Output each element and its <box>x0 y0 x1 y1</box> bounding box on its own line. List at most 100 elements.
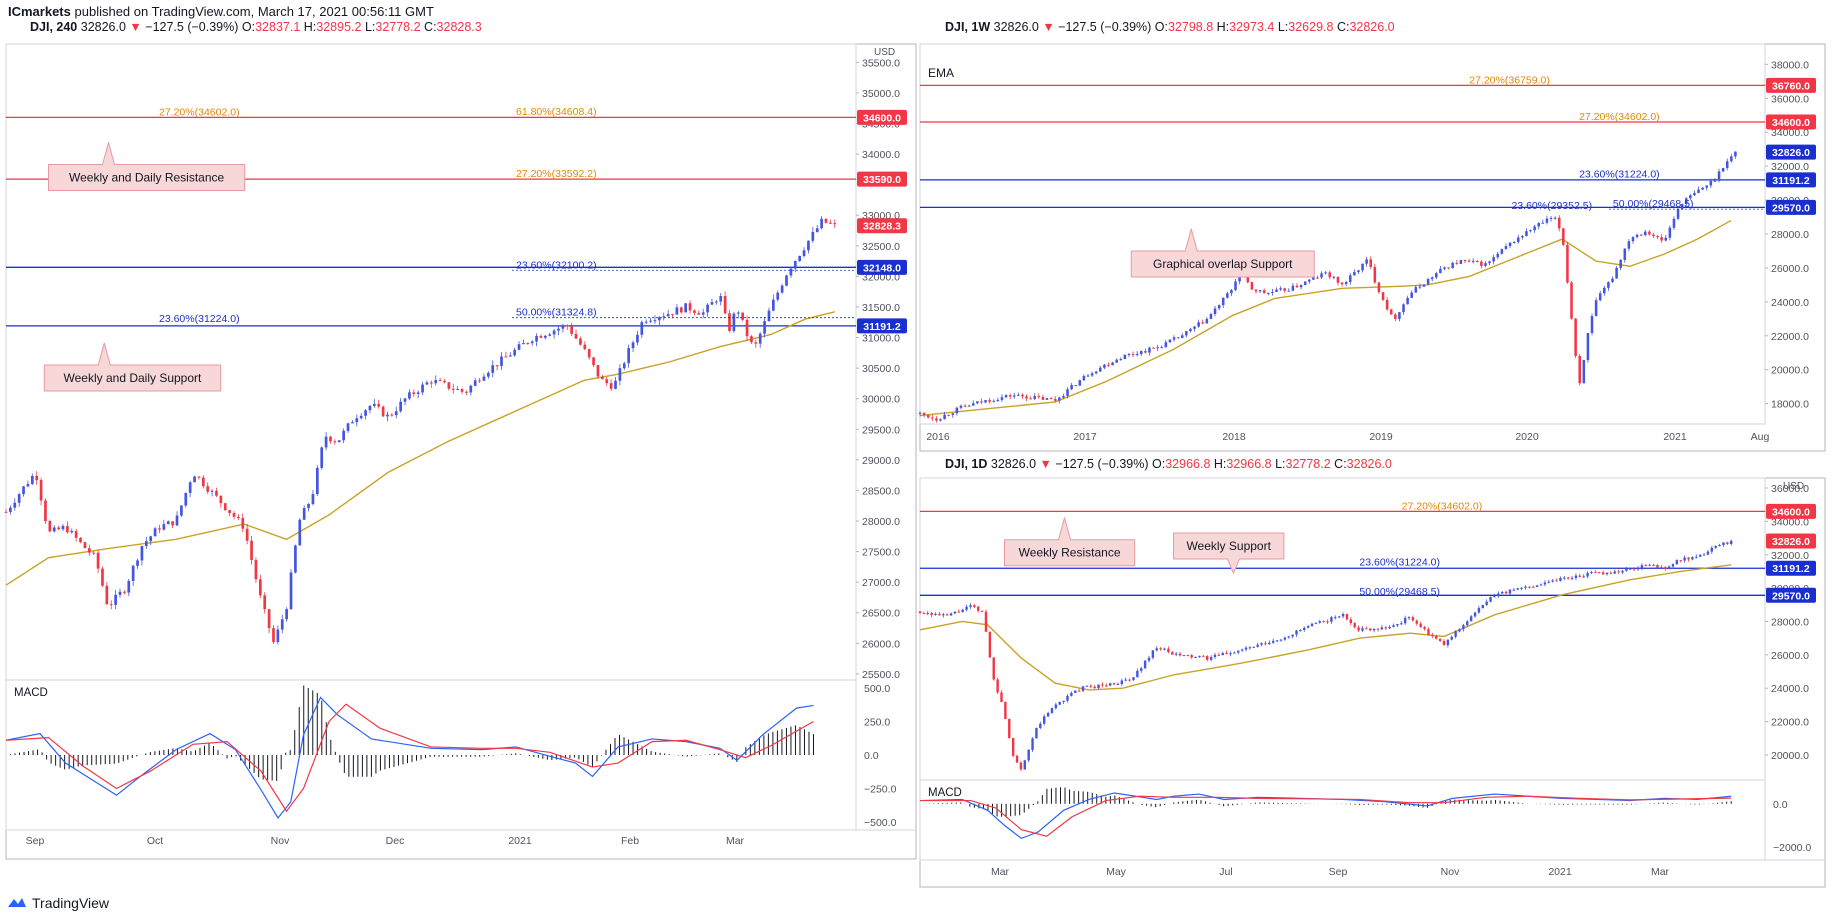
candle-body <box>443 380 446 383</box>
open-value: 32966.8 <box>1165 457 1211 471</box>
close-value: 32826.0 <box>1346 457 1392 471</box>
last-price: 32826.0 <box>80 20 126 34</box>
candle <box>337 440 341 443</box>
candle <box>824 218 828 224</box>
candle-body <box>351 422 354 424</box>
candle <box>443 379 446 384</box>
macd-line <box>5 696 814 819</box>
candle <box>596 365 600 379</box>
candle-body <box>70 530 74 533</box>
high-value: 32973.4 <box>1229 20 1275 34</box>
candle-body <box>596 365 600 377</box>
price-tag-bg <box>857 318 907 334</box>
brand-name: TradingView <box>32 895 110 911</box>
candle-body <box>399 401 402 412</box>
price-tag-bg <box>857 259 907 275</box>
candle <box>772 294 775 312</box>
candle-body <box>149 536 153 542</box>
candle-body <box>473 380 477 386</box>
candle-body <box>820 218 823 229</box>
candle-body <box>118 591 122 595</box>
candle <box>758 332 762 348</box>
candle-body <box>522 343 525 345</box>
candle-body <box>372 403 376 406</box>
candle-body <box>123 591 126 593</box>
candle <box>245 524 249 545</box>
candle <box>513 347 516 357</box>
candle <box>504 351 508 358</box>
candle-body <box>263 595 267 610</box>
candle <box>258 574 262 599</box>
y-tick-label: 35500.0 <box>862 57 900 69</box>
candle <box>522 339 525 345</box>
candle <box>605 377 609 386</box>
candle-body <box>87 548 91 553</box>
price-tag-text: 33590.0 <box>863 174 901 186</box>
callout-text: Weekly and Daily Support <box>64 371 203 385</box>
price-tag-bg <box>857 109 907 125</box>
candle <box>517 341 521 351</box>
candle <box>48 519 52 533</box>
fib-label: 27.20%(33592.2) <box>516 168 597 180</box>
chart-pane-h4[interactable]: DJI, 240 32826.0 ▼ −127.5 (−0.39%) O:328… <box>0 0 917 860</box>
chart-pane-w1[interactable]: DJI, 1W 32826.0 ▼ −127.5 (−0.39%) O:3279… <box>0 0 1833 460</box>
candle <box>35 471 39 485</box>
candle <box>96 550 100 573</box>
symbol-label[interactable]: DJI, 1W <box>945 20 991 34</box>
candle <box>180 505 183 517</box>
candle-body <box>465 391 468 393</box>
candle <box>701 308 705 319</box>
chart-svg-h4[interactable]: 25500.0 26000.0 26500.0 27000.0 27500.0 28000… <box>0 0 917 860</box>
price-tag: 33590.0 <box>857 171 907 187</box>
candle-body <box>140 546 144 561</box>
price-change: −127.5 (−0.39%) <box>1055 457 1149 471</box>
candle-body <box>175 515 179 526</box>
candle-body <box>52 527 56 532</box>
x-tick-label: 2021 <box>508 835 532 847</box>
close-value: 32826.0 <box>1349 20 1395 34</box>
candle <box>399 398 402 413</box>
candle-body <box>377 403 381 407</box>
macd-tick-label: 500.0 <box>864 683 890 695</box>
candle <box>13 498 17 511</box>
candle-body <box>355 418 359 423</box>
candle <box>237 514 240 521</box>
candle <box>329 435 332 444</box>
candle <box>460 388 464 395</box>
candle <box>719 292 723 306</box>
low-value: 32778.2 <box>375 20 421 34</box>
candle <box>789 267 793 278</box>
candle <box>250 535 253 565</box>
candle-body <box>144 541 148 547</box>
candle <box>486 371 490 379</box>
price-tag: 34600.0 <box>857 109 907 125</box>
publisher-name[interactable]: ICmarkets <box>8 4 71 19</box>
candle <box>548 332 552 337</box>
macd-tick-label: 0.0 <box>864 750 879 762</box>
y-tick-label: 30500.0 <box>862 363 900 375</box>
symbol-label[interactable]: DJI, 1D <box>945 457 988 471</box>
candle-body <box>829 222 832 224</box>
candle <box>52 525 56 533</box>
candle-body <box>416 392 420 394</box>
candle-body <box>644 321 648 323</box>
y-tick-label: 32500.0 <box>862 241 900 253</box>
candle-body <box>504 356 508 358</box>
macd-tick-label: 250.0 <box>864 717 890 729</box>
candle <box>754 339 758 348</box>
macd-tick-label: −500.0 <box>864 817 897 829</box>
symbol-label[interactable]: DJI, 240 <box>30 20 78 34</box>
y-tick-label: 35000.0 <box>862 88 900 100</box>
candle <box>798 255 802 262</box>
symbol-header-d1: DJI, 1D 32826.0 ▼ −127.5 (−0.39%) O:3296… <box>945 457 1392 471</box>
candle <box>66 521 69 534</box>
candle <box>429 380 433 388</box>
candle <box>587 348 591 360</box>
candle-body <box>451 388 455 390</box>
candle-body <box>658 317 661 321</box>
candle-body <box>640 322 644 335</box>
tradingview-brand[interactable]: TradingView <box>6 895 109 911</box>
candle <box>232 511 236 520</box>
candle <box>74 528 78 542</box>
